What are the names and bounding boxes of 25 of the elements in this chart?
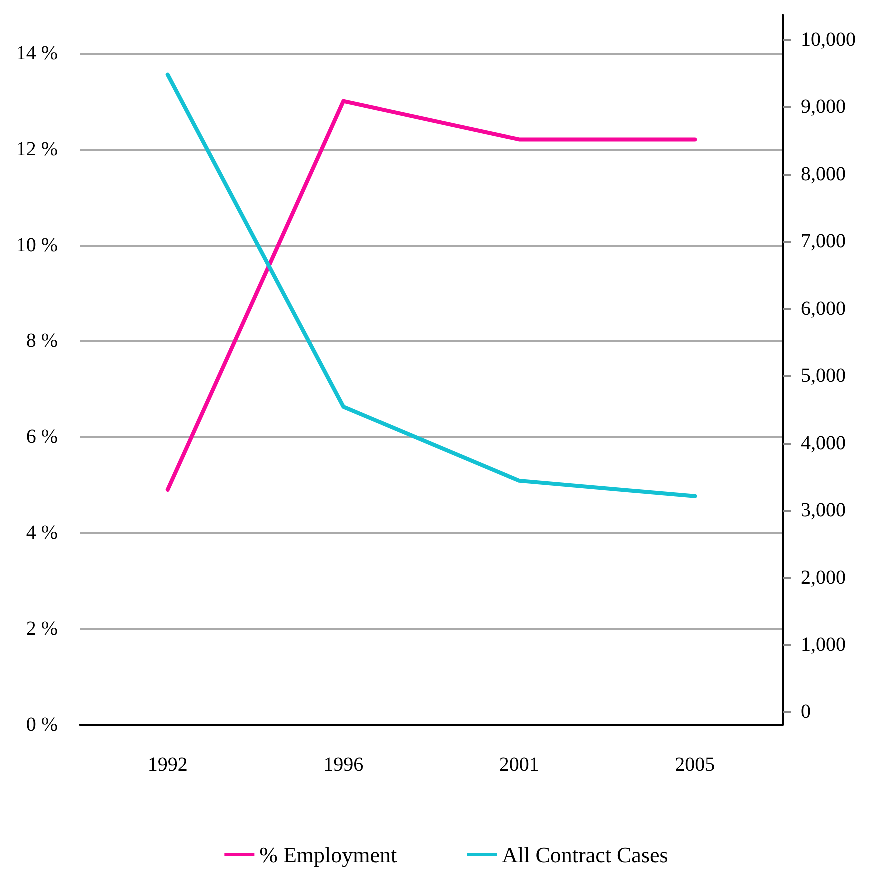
y2-tick-label: 5,000 [801,365,846,388]
y2-tick-label: 4,000 [801,432,846,454]
y-tick-label: 14 % [16,42,58,64]
y2-tick-label: 0 [801,701,811,724]
y2-tick-label: 6,000 [801,298,846,320]
y2-tick-label: 3,000 [801,500,846,522]
y2-tick-label: 8,000 [801,163,846,186]
y-tick-label: 12 % [16,138,58,160]
y-tick-label: 8 % [26,330,58,352]
y-tick-label: 2 % [26,618,58,640]
x-tick-label: 1992 [148,754,188,776]
x-tick-label: 2001 [499,754,540,776]
y2-tick-label: 1,000 [801,634,846,656]
y-tick-label: 6 % [26,426,58,448]
y2-tick-label: 2,000 [801,566,846,589]
y-tick-label: 10 % [16,234,58,256]
legend-label: % Employment [260,842,398,868]
legend-label: All Contract Cases [502,842,668,868]
y-tick-label: 0 % [26,714,58,736]
y2-tick-label: 7,000 [801,230,846,253]
y2-tick-label: 10,000 [801,28,856,51]
y-tick-label: 4 % [26,522,58,544]
y2-tick-label: 9,000 [801,96,846,118]
x-tick-label: 1996 [324,754,364,776]
x-tick-label: 2005 [675,754,716,776]
